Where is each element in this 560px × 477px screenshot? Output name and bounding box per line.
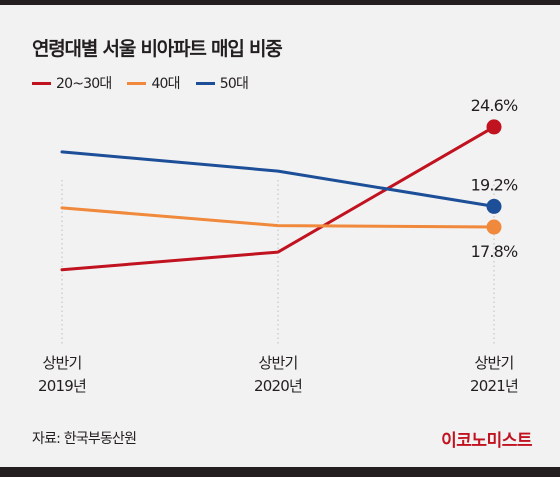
end-marker (486, 198, 502, 214)
legend-swatch (32, 81, 51, 85)
x-tick-label: 상반기 (474, 354, 513, 372)
end-marker (486, 219, 502, 235)
x-tick-label: 상반기 (258, 354, 297, 372)
series-line (60, 150, 496, 208)
legend-label: 40대 (151, 76, 180, 92)
legend-item: 20~30대 (32, 73, 112, 93)
x-tick-label: 2019년 (38, 377, 86, 395)
brand-logo: 이코노미스트 (441, 431, 532, 451)
legend-item: 50대 (195, 73, 249, 93)
legend-label: 50대 (219, 76, 249, 92)
data-label: 19.2% (471, 175, 518, 194)
chart-title: 연령대별 서울 비아파트 매입 비중 (32, 38, 283, 60)
end-marker (486, 119, 502, 135)
x-tick-label: 2021년 (470, 377, 518, 395)
data-label: 17.8% (471, 242, 518, 261)
line-chart: 24.6% 17.8% 19.2% 상반기 2019년 상반기 2020년 상반기 2021년 (38, 96, 519, 395)
source-note: 자료: 한국부동산원 (32, 431, 137, 447)
series-line (60, 206, 496, 229)
legend-item: 40대 (127, 73, 181, 93)
x-tick-label: 상반기 (42, 354, 81, 372)
bottom-rule (0, 467, 560, 477)
series-line (60, 125, 496, 272)
legend-label: 20~30대 (56, 76, 112, 92)
data-label: 24.6% (471, 96, 518, 115)
legend: 20~30대 40대 50대 (32, 73, 249, 93)
top-rule (0, 0, 560, 5)
legend-swatch (127, 81, 147, 85)
legend-swatch (195, 81, 215, 85)
x-tick-label: 2020년 (254, 377, 302, 395)
